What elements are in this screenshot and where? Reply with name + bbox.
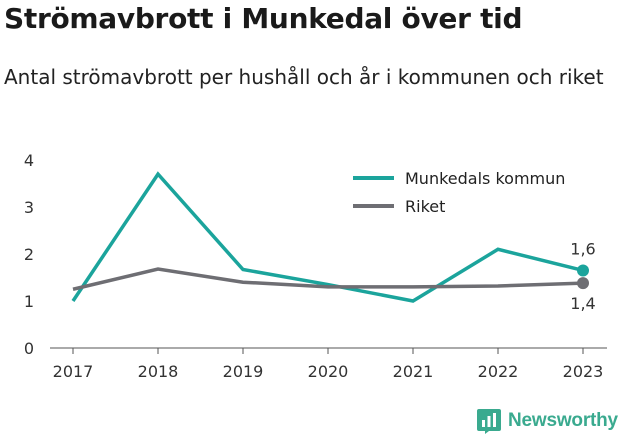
series-line-2	[72, 267, 584, 291]
brand-logo: Newsworthy	[476, 406, 618, 436]
x-tick-label: 2021	[393, 362, 434, 381]
series-endpoint-2	[577, 277, 589, 290]
line-chart: 2017 2018 2019 2020 2021 2022 2023 0 1 2 3 4 1,6 1,4…	[24, 151, 607, 381]
end-value-label: 1,6	[570, 239, 595, 258]
x-tick-label: 2020	[308, 362, 349, 381]
x-tick-label: 2018	[138, 362, 179, 381]
series-line-1	[71, 171, 584, 303]
end-value-label: 1,4	[570, 294, 595, 313]
x-tick-label: 2019	[223, 362, 264, 381]
y-tick-label: 2	[24, 245, 34, 264]
y-tick-label: 0	[24, 339, 34, 358]
series-endpoint-1	[577, 264, 589, 277]
y-tick-label: 3	[24, 198, 34, 217]
x-tick-label: 2017	[53, 362, 94, 381]
x-tick-label: 2023	[563, 362, 604, 381]
bar-chart-icon	[477, 409, 501, 434]
brand-name: Newsworthy	[508, 410, 618, 431]
x-tick-label: 2022	[478, 362, 519, 381]
y-tick-label: 1	[24, 292, 34, 311]
chart-title: Strömavbrott i Munkedal över tid	[4, 2, 523, 35]
chart-subtitle: Antal strömavbrott per hushåll och år i …	[4, 65, 604, 89]
y-tick-label: 4	[24, 151, 34, 170]
legend-label: Munkedals kommun	[405, 169, 565, 188]
legend-label: Riket	[405, 197, 445, 216]
